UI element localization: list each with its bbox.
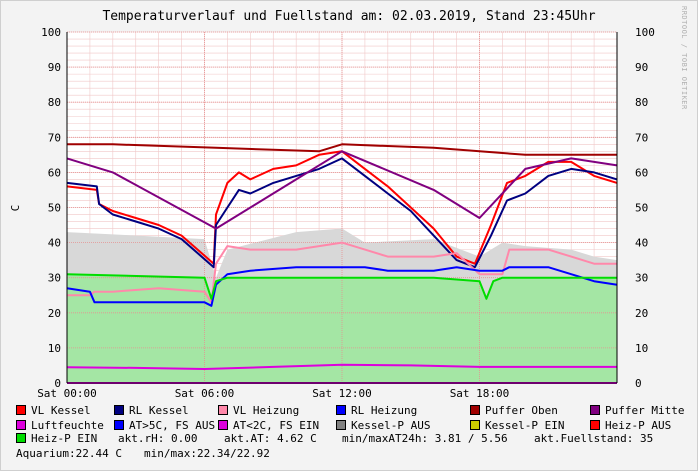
y-tick-label-right: 0 <box>635 377 642 390</box>
y-tick-label-left: 50 <box>48 202 61 215</box>
y-tick-label-right: 50 <box>635 202 648 215</box>
series-line-puffer-oben <box>67 143 617 156</box>
series-line-puffer-mitte <box>66 150 618 230</box>
legend-item-rl-kessel: RL Kessel <box>114 404 189 417</box>
y-tick-label-left: 80 <box>48 96 61 109</box>
y-tick-label-right: 80 <box>635 96 648 109</box>
legend-label: AT>5C, FS AUS <box>129 419 216 432</box>
status-aquarium-minmax: min/max:22.34/22.92 <box>144 447 270 460</box>
y-tick-label-right: 10 <box>635 342 648 355</box>
legend-label: Heiz-P AUS <box>605 419 672 432</box>
x-tick-label: Sat 18:00 <box>450 387 510 400</box>
x-tick-label: Sat 06:00 <box>175 387 235 400</box>
legend-label: AT<2C, FS EIN <box>233 419 320 432</box>
status-rh: akt.rH: 0.00 <box>118 432 198 445</box>
legend-swatch <box>218 420 228 430</box>
y-tick-label-right: 100 <box>635 26 655 39</box>
legend-label: Heiz-P EIN <box>31 432 98 445</box>
series-line-rl-heizung <box>66 266 618 307</box>
series-line-vl-heizung <box>67 241 617 304</box>
legend-swatch <box>114 420 124 430</box>
legend-label: RL Kessel <box>129 404 189 417</box>
x-tick-label: Sat 00:00 <box>37 387 97 400</box>
temperature-chart: 0 0 10 10 20 20 30 30 40 40 50 50 60 60 70 70 80 80 90 90 10… <box>9 26 655 400</box>
y-tick-label-right: 30 <box>635 272 648 285</box>
y-tick-label-right: 60 <box>635 166 648 179</box>
y-tick-label-left: 40 <box>48 237 61 250</box>
legend-label: VL Kessel <box>31 404 91 417</box>
legend-item-puffer-oben: Puffer Oben <box>470 404 558 417</box>
status-minmax-at: min/maxAT24h: 3.81 / 5.56 <box>342 432 508 445</box>
status-at: akt.AT: 4.62 C <box>224 432 317 445</box>
legend-item-vl-kessel: VL Kessel <box>16 404 91 417</box>
rrdtool-watermark: RRDTOOL / TOBI OETIKER <box>680 6 688 110</box>
legend-swatch <box>470 420 480 430</box>
legend-swatch <box>16 405 26 415</box>
legend-label: Kessel-P EIN <box>485 419 565 432</box>
y-tick-label-left: 60 <box>48 166 61 179</box>
legend-item-kessel-p-ein: Kessel-P EIN <box>470 419 564 432</box>
legend-label: Kessel-P AUS <box>351 419 431 432</box>
y-tick-label-left: 0 <box>54 377 61 390</box>
y-tick-label-left: 90 <box>48 61 61 74</box>
y-tick-label-right: 90 <box>635 61 648 74</box>
series-line-rl-kessel <box>66 157 618 269</box>
y-tick-label-left: 20 <box>48 307 61 320</box>
legend-label: Luftfeuchte <box>31 419 104 432</box>
legend-item-kessel-p-aus: Kessel-P AUS <box>336 419 430 432</box>
y-tick-label-right: 70 <box>635 131 648 144</box>
legend-swatch <box>336 420 346 430</box>
legend-item-puffer-mitte: Puffer Mitte <box>590 404 684 417</box>
legend-swatch <box>336 405 346 415</box>
y-tick-label-right: 40 <box>635 237 648 250</box>
legend-label: Puffer Oben <box>485 404 558 417</box>
legend-label: VL Heizung <box>233 404 300 417</box>
y-tick-label-left: 70 <box>48 131 61 144</box>
y-tick-label-right: 20 <box>635 307 648 320</box>
y-tick-label-left: 100 <box>41 26 61 39</box>
legend-item-rl-heizung: RL Heizung <box>336 404 417 417</box>
legend-item-at-5c-fs-aus: AT>5C, FS AUS <box>114 419 215 432</box>
legend-swatch <box>16 433 26 443</box>
status-fuellstand: akt.Fuellstand: 35 <box>534 432 654 445</box>
legend-swatch <box>590 420 600 430</box>
legend-item-luftfeuchte: Luftfeuchte <box>16 419 104 432</box>
legend-item-vl-heizung: VL Heizung <box>218 404 299 417</box>
legend-label: RL Heizung <box>351 404 418 417</box>
chart-title: Temperaturverlauf und Fuellstand am: 02.… <box>102 9 596 24</box>
y-axis-label: C <box>9 205 22 212</box>
legend-swatch <box>218 405 228 415</box>
x-tick-label: Sat 12:00 <box>312 387 372 400</box>
legend-item-heiz-p-aus: Heiz-P AUS <box>590 419 671 432</box>
series-line-at-2c-fs-ein <box>66 363 617 370</box>
legend-item-at-2c-fs-ein: AT<2C, FS EIN <box>218 419 319 432</box>
series-line-heiz-p-ein <box>66 273 617 300</box>
legend-item-heiz-p-ein: Heiz-P EIN <box>16 432 97 445</box>
legend-swatch <box>470 405 480 415</box>
legend-swatch <box>590 405 600 415</box>
legend-swatch <box>114 405 124 415</box>
legend-swatch <box>16 420 26 430</box>
legend-label: Puffer Mitte <box>605 404 685 417</box>
y-tick-label-left: 30 <box>48 272 61 285</box>
status-aquarium: Aquarium:22.44 C <box>16 447 122 460</box>
y-tick-label-left: 10 <box>48 342 61 355</box>
